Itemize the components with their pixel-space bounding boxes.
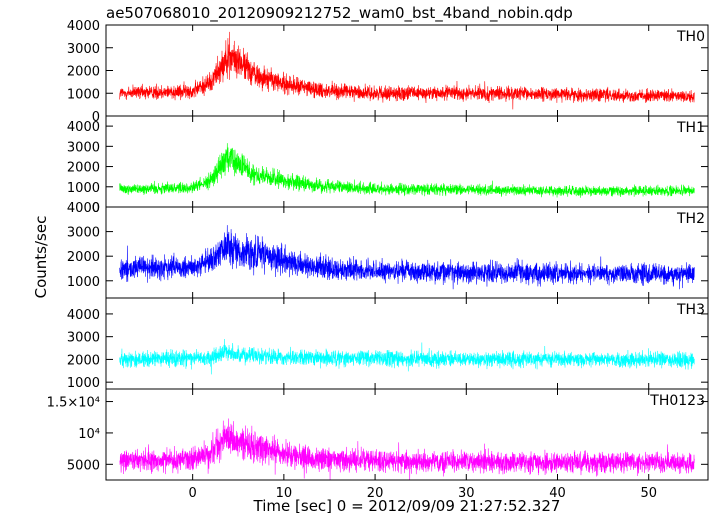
chart-title: ae507068010_20120909212752_wam0_bst_4ban… bbox=[106, 4, 573, 23]
panel-th0: 0 1000 2000 3000 4000 TH0 bbox=[67, 19, 709, 125]
y-tick-label-th0: 3000 bbox=[67, 42, 100, 57]
y-tick-label-th2: 3000 bbox=[67, 226, 100, 241]
x-tick-label: 10 bbox=[276, 486, 293, 501]
x-tick-label: 40 bbox=[549, 486, 566, 501]
y-tick-label-th3: 3000 bbox=[67, 331, 100, 346]
y-tick-label-th3: 4000 bbox=[67, 308, 100, 323]
y-tick-label-th0123: 5000 bbox=[67, 458, 100, 473]
panel-label-th0123: TH0123 bbox=[649, 393, 705, 409]
y-tick-label-th1: 2000 bbox=[67, 161, 100, 176]
panel-frame-th0 bbox=[105, 24, 709, 117]
y-tick-label-th0: 0 bbox=[92, 110, 100, 125]
y-tick-label-th2: 4000 bbox=[67, 201, 100, 216]
panel-th2: 1000 2000 3000 4000 TH2 bbox=[67, 201, 709, 299]
series-line-th3 bbox=[119, 339, 695, 375]
x-axis-label: Time [sec] 0 = 2012/09/09 21:27:52.327 bbox=[253, 497, 561, 515]
series-line-th1 bbox=[119, 143, 695, 198]
x-tick-label: 30 bbox=[458, 486, 475, 501]
y-tick-label-th0: 4000 bbox=[67, 19, 100, 34]
y-tick-label-th2: 2000 bbox=[67, 250, 100, 265]
y-tick-label-th3: 1000 bbox=[67, 376, 100, 391]
y-tick-label-th1: 3000 bbox=[67, 140, 100, 155]
y-tick-label-th1: 4000 bbox=[67, 120, 100, 135]
panel-frame-th2 bbox=[105, 206, 709, 299]
y-tick-label-th0123: 1.5×10⁴ bbox=[47, 396, 100, 411]
panel-label-th3: TH3 bbox=[676, 302, 705, 318]
panel-th3: 1000 2000 3000 4000 TH3 bbox=[67, 297, 709, 391]
x-tick-label: 50 bbox=[640, 486, 657, 501]
panel-frame-th0123 bbox=[105, 388, 709, 481]
x-tick-label: 20 bbox=[367, 486, 384, 501]
y-axis-label: Counts/sec bbox=[32, 216, 50, 299]
series-line-th2 bbox=[119, 225, 695, 290]
y-tick-label-th2: 1000 bbox=[67, 275, 100, 290]
series-line-th0123 bbox=[119, 418, 695, 480]
y-tick-label-th0: 1000 bbox=[67, 87, 100, 102]
y-tick-label-th0123: 10⁴ bbox=[78, 427, 100, 442]
y-tick-label-th1: 0 bbox=[92, 201, 100, 216]
panel-label-th0: TH0 bbox=[676, 29, 705, 45]
panel-label-th1: TH1 bbox=[676, 120, 705, 136]
series-line-th0 bbox=[119, 31, 695, 110]
y-tick-label-th1: 1000 bbox=[67, 181, 100, 196]
panel-label-th2: TH2 bbox=[676, 211, 705, 227]
panel-frame-th3 bbox=[105, 297, 709, 390]
panel-th0123: 5000 10⁴ 1.5×10⁴ TH0123 bbox=[47, 388, 709, 481]
chart-panels: 0 1000 2000 3000 4000 TH0 0 1000 2000 3000 4000 TH1… bbox=[47, 19, 709, 501]
panel-th1: 0 1000 2000 3000 4000 TH1 bbox=[67, 115, 709, 216]
y-tick-label-th3: 2000 bbox=[67, 353, 100, 368]
x-tick-label: 0 bbox=[189, 486, 197, 501]
y-tick-label-th0: 2000 bbox=[67, 65, 100, 80]
